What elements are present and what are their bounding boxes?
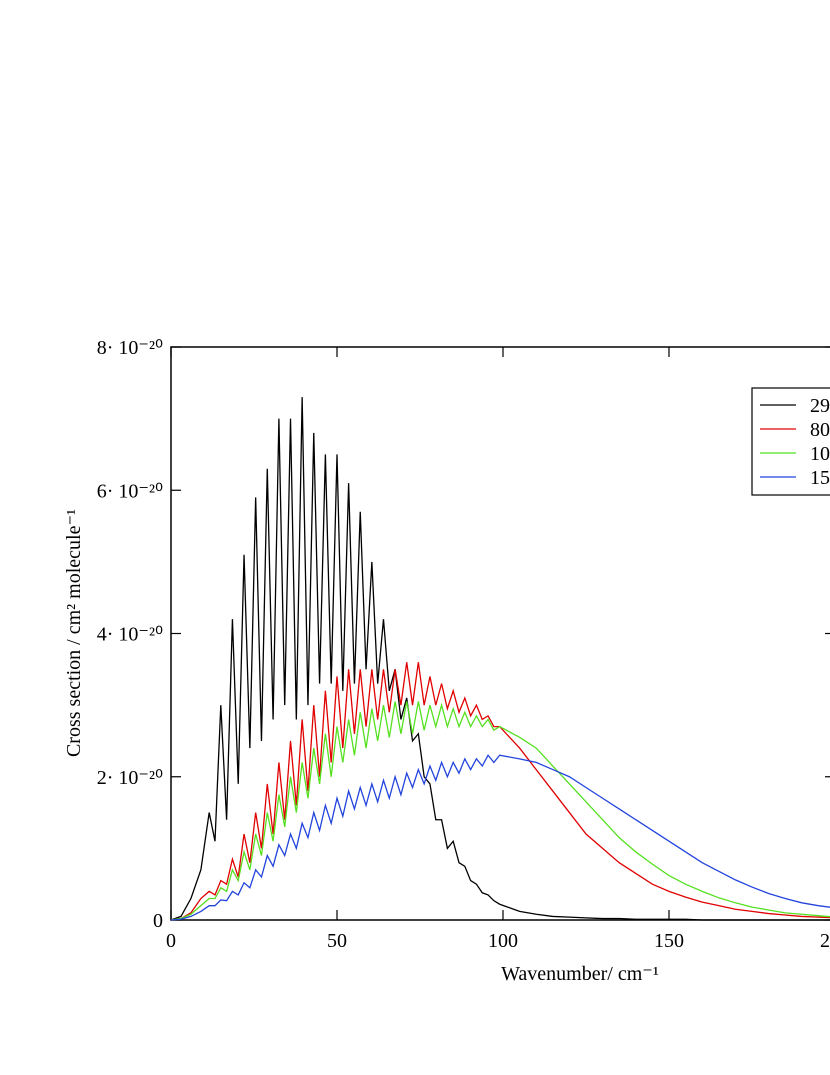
series-line	[170, 701, 830, 921]
y-tick-label: 4· 10⁻²⁰	[97, 624, 163, 646]
x-tick-label: 200	[820, 930, 830, 952]
series-line	[170, 662, 830, 921]
y-axis-title: Cross section / cm² molecule⁻¹	[63, 509, 85, 757]
series-line	[170, 397, 830, 921]
y-tick-label: 0	[153, 910, 163, 932]
x-tick-label: 100	[488, 930, 518, 952]
legend-label: 29	[810, 395, 830, 417]
y-tick-label: 2· 10⁻²⁰	[97, 767, 163, 789]
x-axis-title: Wavenumber/ cm⁻¹	[501, 963, 659, 985]
plot-frame	[170, 346, 830, 921]
series-line	[170, 754, 830, 921]
x-tick-label: 150	[654, 930, 684, 952]
x-tick-label: 50	[327, 930, 347, 952]
y-tick-label: 6· 10⁻²⁰	[97, 480, 163, 502]
legend-label: 15	[810, 467, 830, 489]
y-tick-label: 8· 10⁻²⁰	[97, 337, 163, 359]
x-tick-label: 0	[166, 930, 176, 952]
legend-label: 10	[810, 443, 830, 465]
legend-label: 80	[810, 419, 830, 441]
